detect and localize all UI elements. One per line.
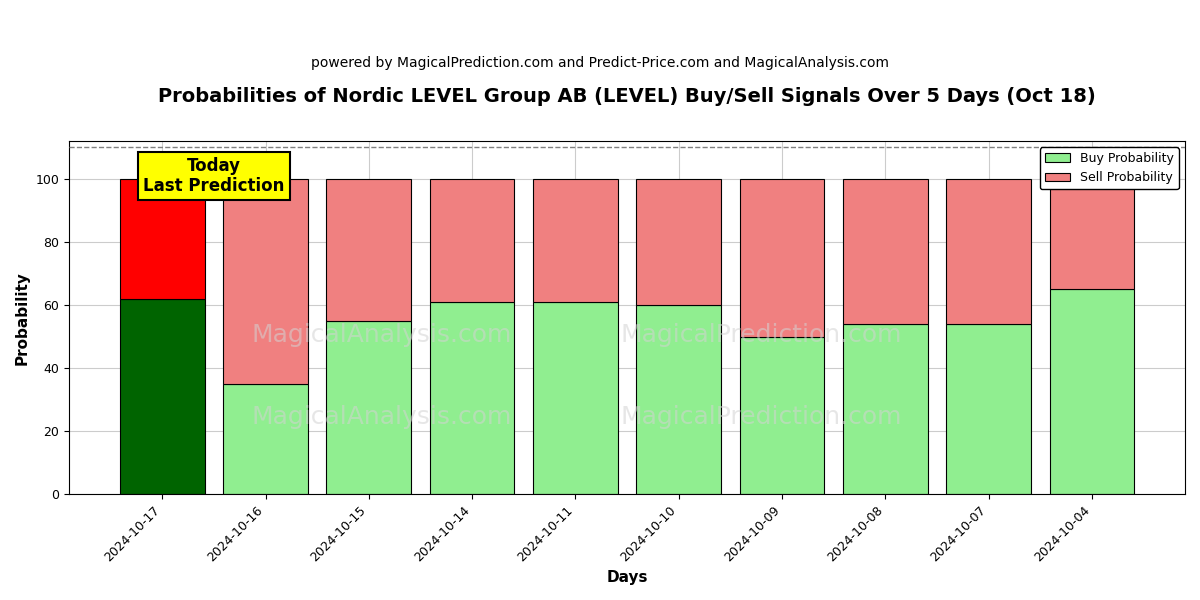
Text: powered by MagicalPrediction.com and Predict-Price.com and MagicalAnalysis.com: powered by MagicalPrediction.com and Pre… bbox=[311, 56, 889, 70]
Text: MagicalAnalysis.com: MagicalAnalysis.com bbox=[252, 323, 511, 347]
Bar bbox=[120, 179, 204, 299]
Bar bbox=[636, 179, 721, 305]
Bar bbox=[326, 179, 412, 321]
Bar bbox=[430, 302, 515, 494]
Bar bbox=[1050, 179, 1134, 289]
Text: Today
Last Prediction: Today Last Prediction bbox=[143, 157, 284, 196]
Bar bbox=[739, 337, 824, 494]
Bar bbox=[223, 179, 308, 384]
Legend: Buy Probability, Sell Probability: Buy Probability, Sell Probability bbox=[1040, 147, 1178, 190]
Title: Probabilities of Nordic LEVEL Group AB (LEVEL) Buy/Sell Signals Over 5 Days (Oct: Probabilities of Nordic LEVEL Group AB (… bbox=[158, 87, 1096, 106]
Bar bbox=[636, 305, 721, 494]
Text: MagicalAnalysis.com: MagicalAnalysis.com bbox=[252, 404, 511, 428]
Bar bbox=[739, 179, 824, 337]
Bar bbox=[842, 179, 928, 324]
Bar bbox=[842, 324, 928, 494]
Bar bbox=[533, 302, 618, 494]
Bar bbox=[326, 321, 412, 494]
Bar bbox=[947, 324, 1031, 494]
Bar bbox=[120, 299, 204, 494]
Text: MagicalPrediction.com: MagicalPrediction.com bbox=[620, 323, 901, 347]
Bar bbox=[533, 179, 618, 302]
Bar bbox=[223, 384, 308, 494]
X-axis label: Days: Days bbox=[606, 570, 648, 585]
Bar bbox=[1050, 289, 1134, 494]
Bar bbox=[430, 179, 515, 302]
Bar bbox=[947, 179, 1031, 324]
Y-axis label: Probability: Probability bbox=[16, 271, 30, 365]
Text: MagicalPrediction.com: MagicalPrediction.com bbox=[620, 404, 901, 428]
